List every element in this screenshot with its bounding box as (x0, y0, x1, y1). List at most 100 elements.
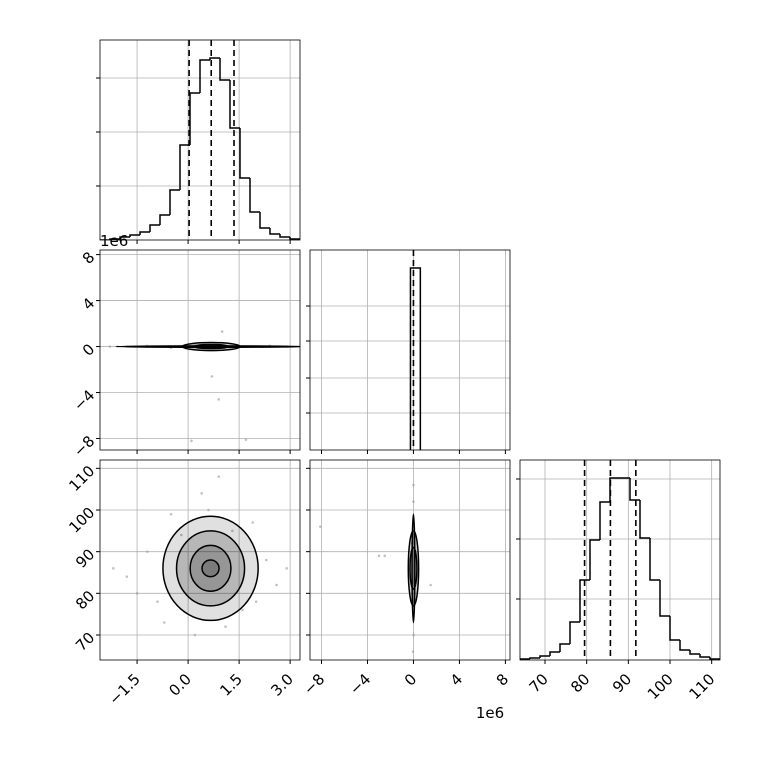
y-tick-label: 0 (79, 340, 98, 359)
x-tick-label: 8 (493, 670, 512, 689)
histogram-step (609, 477, 620, 502)
y-tick-label: −4 (70, 386, 98, 414)
histogram-step (539, 655, 550, 658)
scatter-point (200, 492, 204, 495)
histogram-step (179, 144, 190, 190)
x-tick-label: 1.5 (216, 670, 246, 700)
histogram-step (239, 128, 250, 179)
x-tick-label: 110 (686, 670, 719, 703)
contour (201, 559, 220, 578)
panel (100, 250, 300, 450)
panel-frame (99, 249, 301, 451)
scatter-point (169, 512, 173, 516)
histogram-step (709, 657, 720, 660)
y-offset-label: 1e6 (100, 232, 128, 250)
panel-frame (519, 459, 721, 661)
x-offset-label: 1e6 (476, 704, 504, 722)
histogram-step (579, 579, 590, 622)
scatter-point (179, 533, 183, 537)
panel (520, 460, 720, 660)
scatter-point (207, 508, 210, 512)
histogram-step (529, 657, 540, 659)
scatter-point (412, 483, 415, 487)
scatter-point (210, 375, 214, 378)
scatter-point (244, 438, 248, 441)
histogram-step (189, 92, 200, 145)
contour (115, 345, 300, 348)
histogram-step (589, 539, 600, 580)
y-tick-label: 4 (79, 294, 98, 313)
scatter-point (377, 554, 381, 558)
histogram-step (219, 58, 230, 81)
histogram-step (679, 640, 690, 651)
x-tick-label: 70 (526, 670, 552, 696)
y-tick-label: 8 (79, 248, 98, 267)
y-tick-label: −8 (70, 432, 98, 460)
histogram-step (279, 234, 290, 238)
histogram-step (139, 231, 150, 235)
contour (181, 341, 241, 352)
scatter-point (217, 398, 221, 401)
histogram-step (159, 214, 170, 225)
contour (409, 546, 418, 590)
panel-frame (309, 249, 511, 451)
histogram-step (259, 212, 270, 229)
histogram-step (639, 500, 650, 539)
y-tick-label: 90 (72, 545, 98, 571)
histogram-step (409, 267, 422, 450)
scatter-point (383, 554, 387, 558)
panel-frame (99, 459, 301, 661)
panel-frame (309, 459, 511, 661)
histogram-step (209, 57, 220, 60)
scatter-point (265, 558, 268, 562)
scatter-point (224, 625, 227, 628)
panel (310, 460, 510, 660)
histogram-step (649, 538, 660, 581)
histogram-step (599, 501, 610, 540)
x-tick-label: −1.5 (105, 670, 143, 708)
x-tick-label: 3.0 (267, 670, 297, 700)
y-tick-label: 110 (65, 462, 98, 495)
histogram-step (699, 654, 710, 658)
scatter-point (193, 633, 197, 637)
histogram-step (119, 236, 130, 239)
x-tick-label: −4 (346, 670, 374, 698)
histogram-step (629, 478, 640, 501)
y-tick-label: 70 (72, 629, 98, 655)
scatter-point (125, 575, 129, 578)
x-tick-label: 80 (567, 670, 593, 696)
contour (193, 343, 229, 350)
x-tick-label: 0 (401, 670, 420, 689)
scatter-point (412, 500, 415, 503)
scatter-point (156, 600, 159, 603)
x-tick-label: 90 (609, 670, 635, 696)
contour (175, 530, 246, 607)
scatter-point (285, 567, 289, 570)
histogram-step (559, 643, 570, 652)
scatter-point (108, 345, 112, 348)
panel-frame (99, 39, 301, 241)
scatter-point (135, 592, 139, 595)
panel (100, 40, 300, 240)
scatter-point (145, 550, 149, 553)
x-tick-label: 100 (644, 670, 677, 703)
scatter-point (220, 330, 224, 333)
histogram-step (569, 621, 580, 644)
scatter-point (241, 608, 244, 612)
histogram-step (149, 224, 160, 232)
histogram-step (269, 228, 280, 235)
scatter-point (217, 475, 221, 478)
scatter-point (251, 521, 255, 524)
scatter-point (111, 567, 115, 570)
scatter-point (319, 525, 322, 528)
contour (189, 544, 232, 592)
scatter-point (412, 633, 415, 637)
panel (310, 250, 510, 450)
scatter-point (429, 583, 432, 587)
histogram-step (169, 189, 180, 215)
histogram-step (229, 80, 240, 129)
panel (100, 460, 300, 660)
histogram-step (659, 580, 670, 617)
histogram-step (689, 650, 700, 655)
histogram-step (289, 237, 300, 240)
